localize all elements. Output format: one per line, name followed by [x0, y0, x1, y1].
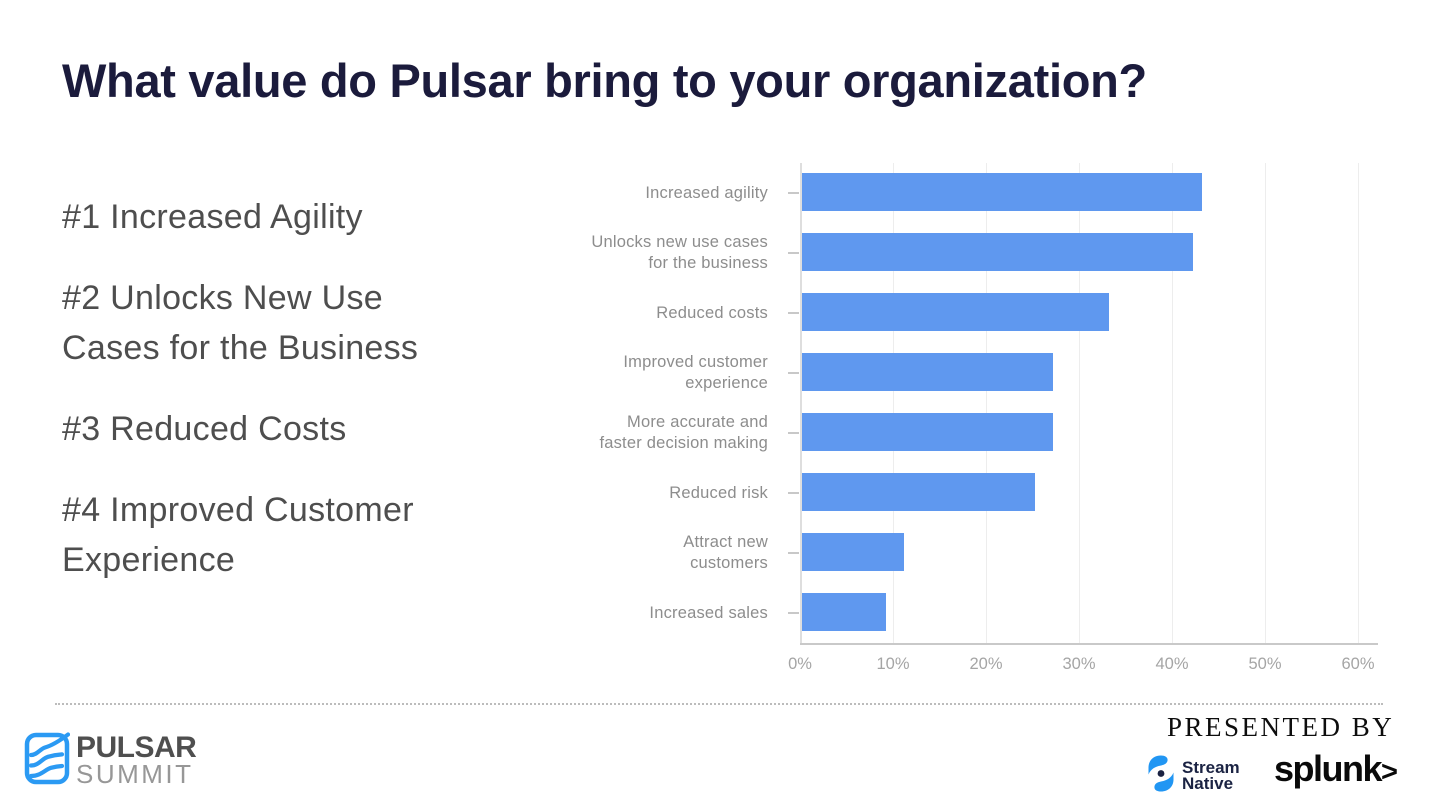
- bar: [802, 533, 904, 571]
- streamnative-wordmark-line: Stream: [1182, 758, 1240, 777]
- gridline: [1358, 163, 1359, 643]
- x-tick-label: 40%: [1155, 655, 1189, 673]
- list-item: #2 Unlocks New Use Cases for the Busines…: [62, 279, 419, 367]
- bar: [802, 413, 1053, 451]
- x-tick-label: 50%: [1248, 655, 1282, 673]
- pulsar-summit-logo: PULSAR SUMMIT: [24, 731, 197, 790]
- category-tick: [788, 492, 799, 494]
- category-tick: [788, 372, 799, 374]
- plot-area: [800, 163, 1378, 645]
- splunk-chevron-icon: >: [1381, 756, 1398, 788]
- bar: [802, 233, 1193, 271]
- category-label: Increased sales: [649, 603, 768, 622]
- x-tick-label: 10%: [876, 655, 910, 673]
- gridline: [986, 163, 987, 643]
- splunk-logo: splunk>: [1274, 748, 1398, 790]
- bar: [802, 593, 886, 631]
- list-item: #1 Increased Agility: [62, 198, 363, 236]
- gridline: [1172, 163, 1173, 643]
- bar: [802, 473, 1035, 511]
- category-label: More accurate and faster decision making: [599, 413, 768, 452]
- x-axis: 0% 10% 20% 30% 40% 50% 60%: [788, 655, 1378, 679]
- streamnative-wordmark-line: Native: [1182, 774, 1234, 793]
- streamnative-icon: [1147, 754, 1175, 798]
- x-tick-label: 20%: [969, 655, 1003, 673]
- footer-divider: [55, 703, 1383, 705]
- summit-wordmark-line: SUMMIT: [76, 759, 194, 789]
- category-label: Unlocks new use cases for the business: [591, 233, 768, 272]
- streamnative-logo: Stream Native: [1147, 754, 1240, 798]
- list-item: #3 Reduced Costs: [62, 410, 347, 448]
- gridline: [893, 163, 894, 643]
- category-label: Increased agility: [645, 183, 768, 202]
- category-tick: [788, 192, 799, 194]
- x-tick-label: 60%: [1341, 655, 1375, 673]
- category-label: Improved customer experience: [623, 353, 768, 392]
- presented-by-label: PRESENTED BY: [1167, 712, 1395, 742]
- category-tick: [788, 612, 799, 614]
- x-tick-label: 0%: [788, 655, 812, 673]
- bar: [802, 293, 1109, 331]
- gridline: [1265, 163, 1266, 643]
- gridline: [1079, 163, 1080, 643]
- category-tick: [788, 312, 799, 314]
- bar: [802, 353, 1053, 391]
- pulsar-summit-wordmark: PULSAR SUMMIT: [76, 731, 197, 789]
- key-values-list: #1 Increased Agility #2 Unlocks New Use …: [62, 192, 542, 616]
- y-axis-line: [800, 163, 802, 643]
- category-tick: [788, 252, 799, 254]
- x-tick-label: 30%: [1062, 655, 1096, 673]
- category-label: Reduced costs: [656, 303, 768, 322]
- pulsar-wordmark-line: PULSAR: [76, 731, 197, 764]
- bar: [802, 173, 1202, 211]
- pulsar-summit-icon: [24, 731, 71, 790]
- category-label: Reduced risk: [669, 483, 768, 502]
- slide-title: What value do Pulsar bring to your organ…: [62, 54, 1147, 107]
- category-label: Attract new customers: [683, 533, 768, 572]
- category-axis: Increased agility Unlocks new use cases f…: [560, 163, 768, 643]
- category-tick: [788, 552, 799, 554]
- category-tick: [788, 432, 799, 434]
- list-item: #4 Improved Customer Experience: [62, 491, 414, 579]
- splunk-wordmark: splunk: [1274, 748, 1383, 789]
- bar-chart: Increased agility Unlocks new use cases f…: [560, 163, 1422, 688]
- streamnative-wordmark: Stream Native: [1182, 758, 1240, 793]
